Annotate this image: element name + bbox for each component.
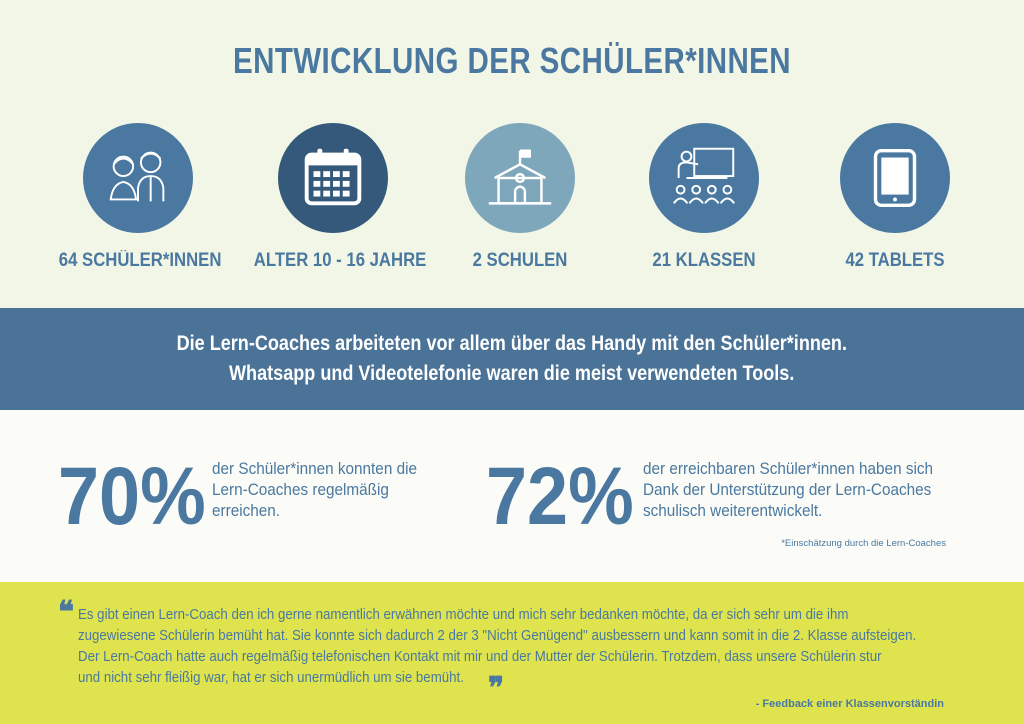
stat-label: ALTER 10 - 16 JAHRE bbox=[253, 250, 427, 271]
stat-label: 21 KLASSEN bbox=[652, 250, 756, 271]
stat-label: 2 SCHULEN bbox=[472, 250, 568, 271]
quote-line: und nicht sehr fleißig war, hat er sich … bbox=[78, 669, 464, 686]
figure-text-72: der erreichbaren Schüler*innen haben sic… bbox=[643, 458, 933, 521]
school-icon bbox=[465, 123, 575, 233]
info-band: Die Lern-Coaches arbeiteten vor allem üb… bbox=[0, 308, 1024, 410]
stat-label: 42 TABLETS bbox=[845, 250, 945, 271]
tablet-icon bbox=[840, 123, 950, 233]
calendar-icon bbox=[278, 123, 388, 233]
stat-age: ALTER 10 - 16 JAHRE bbox=[243, 123, 427, 272]
quote-section: ❝ Es gibt einen Lern-Coach den ich gerne… bbox=[0, 582, 1024, 724]
footnote: *Einschätzung durch die Lern-Coaches bbox=[781, 538, 946, 549]
stat-students: 64 SCHÜLER*INNEN bbox=[48, 123, 228, 272]
figure-text-70: der Schüler*innen konnten die Lern-Coach… bbox=[212, 458, 417, 521]
figure-text-line: der erreichbaren Schüler*innen haben sic… bbox=[643, 459, 934, 478]
students-icon bbox=[83, 123, 193, 233]
header-section: ENTWICKLUNG DER SCHÜLER*INNEN 64 SCHÜLER… bbox=[0, 0, 1024, 308]
info-line-1: Die Lern-Coaches arbeiteten vor allem üb… bbox=[176, 332, 848, 355]
stat-label: 64 SCHÜLER*INNEN bbox=[58, 250, 222, 271]
info-line-2: Whatsapp und Videotelefonie waren die me… bbox=[229, 362, 795, 385]
figure-text-line: Dank der Unterstützung der Lern-Coaches bbox=[643, 480, 932, 499]
open-quote-icon: ❝ bbox=[58, 595, 75, 630]
classroom-icon bbox=[649, 123, 759, 233]
stat-tablets: 42 TABLETS bbox=[805, 123, 985, 272]
figure-text-line: der Schüler*innen konnten die bbox=[212, 459, 418, 478]
quote-text: Es gibt einen Lern-Coach den ich gerne n… bbox=[78, 604, 917, 688]
quote-attribution: - Feedback einer Klassenvorständin bbox=[755, 698, 944, 710]
quote-line: Der Lern-Coach hatte auch regelmäßig tel… bbox=[78, 648, 882, 665]
quote-line: Es gibt einen Lern-Coach den ich gerne n… bbox=[78, 606, 849, 623]
figures-section: 70% der Schüler*innen konnten die Lern-C… bbox=[0, 410, 1024, 582]
stat-classes: 21 KLASSEN bbox=[614, 123, 794, 272]
stat-schools: 2 SCHULEN bbox=[430, 123, 610, 272]
figure-text-line: schulisch weiterentwickelt. bbox=[643, 501, 823, 520]
figure-text-line: Lern-Coaches regelmäßig bbox=[212, 480, 389, 499]
figure-value-72: 72% bbox=[486, 451, 634, 542]
figure-text-line: erreichen. bbox=[212, 501, 281, 520]
figure-value-70: 70% bbox=[58, 451, 206, 542]
close-quote-icon: ❞ bbox=[488, 671, 505, 706]
quote-line: zugewiesene Schülerin bemüht hat. Sie ko… bbox=[78, 627, 917, 644]
page-title: ENTWICKLUNG DER SCHÜLER*INNEN bbox=[232, 40, 792, 81]
